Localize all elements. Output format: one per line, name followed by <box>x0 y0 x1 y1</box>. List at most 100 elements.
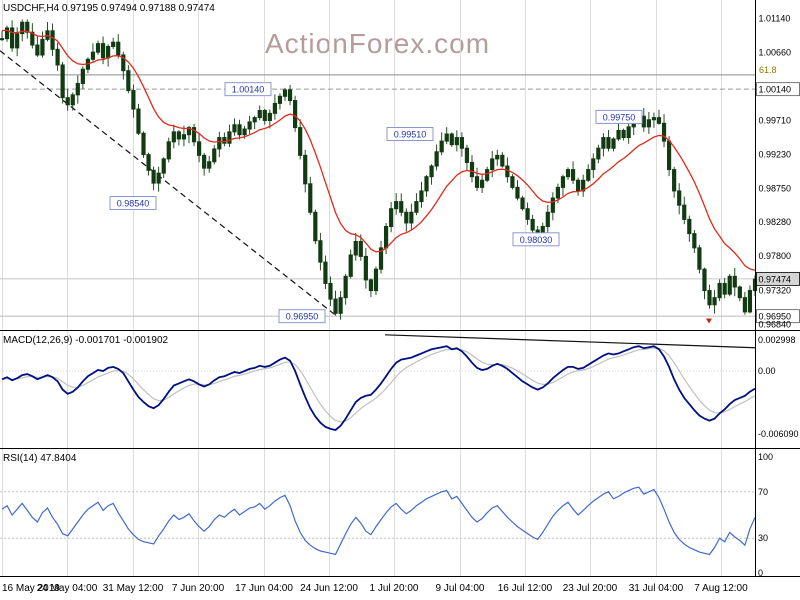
candle-body <box>25 21 30 33</box>
candle-body <box>429 165 434 178</box>
candle-body <box>20 21 25 35</box>
candle-body <box>641 115 646 128</box>
candle-body <box>40 38 45 56</box>
candle-body <box>732 275 737 288</box>
candle-body <box>126 70 131 92</box>
candle-body <box>262 110 267 121</box>
candle-body <box>0 38 5 41</box>
price-annotation: 0.99510 <box>394 129 427 139</box>
candle-body <box>616 129 621 140</box>
y-axis-label: 0.98280 <box>759 217 792 227</box>
candle-body <box>313 211 318 242</box>
rsi-line <box>1 486 756 556</box>
candle-body <box>474 176 480 188</box>
candle-body <box>217 137 222 150</box>
candle-body <box>181 134 187 140</box>
candle-body <box>80 68 85 84</box>
price-annotation: 0.98030 <box>520 235 553 245</box>
candle-body <box>495 154 500 160</box>
rsi-axis-label: 30 <box>758 533 768 543</box>
candle-body <box>722 282 727 295</box>
candle-body <box>90 51 96 60</box>
candle-body <box>550 197 555 213</box>
y-axis-label: 1.00140 <box>759 85 792 95</box>
candle-body <box>682 204 687 220</box>
price-annotation: 0.96950 <box>286 312 319 322</box>
candle-body <box>444 133 449 142</box>
candle-body <box>373 268 379 292</box>
macd-axis-label: 0.002998 <box>758 335 796 345</box>
candle-body <box>293 100 298 129</box>
macd-line <box>1 345 756 431</box>
candle-body <box>378 247 384 270</box>
candle-body <box>581 179 586 192</box>
candle-body <box>4 27 10 40</box>
x-axis-label: 7 Jun 20:00 <box>172 583 225 594</box>
candle-body <box>500 154 505 167</box>
price-annotation: 1.00140 <box>232 85 265 95</box>
candle-body <box>434 151 439 167</box>
gridlines <box>2 0 722 576</box>
candle-body <box>146 154 151 171</box>
candle-body <box>621 129 626 139</box>
candle-body <box>661 122 667 142</box>
candle-body <box>252 117 257 123</box>
candle-body <box>131 90 136 110</box>
rsi-indicator-label: RSI(14) 47.8404 <box>3 453 77 464</box>
x-axis-label: 9 Jul 04:00 <box>436 583 485 594</box>
candle-body <box>742 297 747 313</box>
candle-body <box>303 154 308 185</box>
candle-body <box>212 148 217 163</box>
candle-body <box>267 112 272 121</box>
candle-body <box>707 290 712 306</box>
price-annotation-box <box>512 232 560 247</box>
candle-body <box>100 43 106 59</box>
candle-body <box>242 128 247 136</box>
candle-body <box>666 140 672 171</box>
candle-body <box>601 137 606 149</box>
rsi-axis-label: 100 <box>758 452 773 462</box>
candle-body <box>106 45 111 59</box>
candle-body <box>606 137 611 149</box>
candle-body <box>712 297 717 306</box>
candle-body <box>55 48 60 66</box>
candle-body <box>257 110 262 119</box>
candle-body <box>505 165 510 178</box>
candle-body <box>60 64 65 99</box>
descending-trendline <box>0 50 336 316</box>
y-axis-label: 0.99230 <box>759 149 792 159</box>
candle-body <box>565 169 571 178</box>
candle-body <box>272 102 277 114</box>
candle-body <box>515 186 520 199</box>
y-axis-label: 0.97474 <box>759 274 792 284</box>
candle-body <box>687 218 692 235</box>
x-axis-label: 31 May 12:00 <box>103 583 164 594</box>
candle-body <box>298 127 303 156</box>
candle-body <box>186 127 192 136</box>
candle-body <box>343 275 348 299</box>
candle-body <box>510 176 515 188</box>
price-annotation: 0.99750 <box>603 112 636 122</box>
moving-average-line <box>1 29 756 271</box>
candle-body <box>454 137 459 146</box>
candle-body <box>368 279 374 292</box>
candle-body <box>586 169 591 181</box>
candle-body <box>10 27 15 49</box>
rsi-axis-label: 70 <box>758 487 768 497</box>
candle-body <box>545 211 550 228</box>
x-axis-label: 7 Aug 12:00 <box>694 583 748 594</box>
price-annotation: 0.98540 <box>117 199 150 209</box>
candle-body <box>308 183 313 213</box>
candle-body <box>333 298 338 314</box>
candle-body <box>287 89 293 102</box>
chart-title: USDCHF,H4 0.97195 0.97494 0.97188 0.9747… <box>3 3 215 14</box>
candle-body <box>611 138 616 149</box>
candle-body <box>570 169 576 181</box>
candle-body <box>480 179 485 188</box>
fibonacci-level-label: 61.8 <box>759 65 777 75</box>
candle-body <box>358 240 363 257</box>
candle-body <box>15 33 20 49</box>
candle-body <box>525 208 530 220</box>
candle-body <box>247 121 252 130</box>
candle-body <box>555 186 561 199</box>
